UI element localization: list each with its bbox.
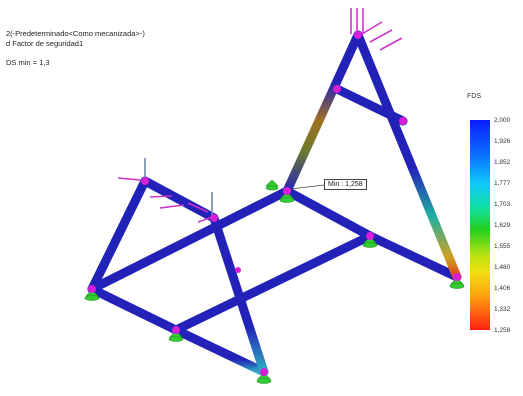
- beam: [87, 284, 181, 335]
- legend-tick-label: 1,258: [494, 327, 511, 334]
- load-arrows: [117, 8, 403, 223]
- beam: [87, 186, 292, 294]
- beam: [353, 30, 462, 282]
- legend-tick-label: 1,777: [494, 180, 511, 187]
- beam: [282, 186, 375, 241]
- legend-tick-label: 1,480: [494, 264, 511, 271]
- legend-tick-label: 1,926: [494, 138, 511, 145]
- beam: [140, 176, 219, 223]
- legend-tick-label: 1,629: [494, 222, 511, 229]
- fds-min: DS min = 1,3: [6, 58, 50, 67]
- legend-title: FDS: [467, 93, 481, 100]
- study-info: 2(-Predeterminado<Como mecanizada>-) d F…: [6, 29, 145, 68]
- legend-tick-label: 1,703: [494, 201, 511, 208]
- probe-leader: [290, 184, 325, 190]
- joints: [88, 31, 461, 376]
- legend-tick-label: 1,332: [494, 306, 511, 313]
- beam: [87, 176, 150, 294]
- beam: [171, 231, 375, 335]
- legend-ticks: 2,000 1,926 1,852 1,777 1,703 1,629 1,555 1,480…: [494, 117, 523, 337]
- beam: [365, 231, 462, 282]
- beam: [209, 213, 269, 377]
- study-name: 2(-Predeterminado<Como mecanizada>-): [6, 29, 145, 38]
- legend-tick-label: 2,000: [494, 117, 511, 124]
- legend-tick-label: 1,555: [494, 243, 511, 250]
- beam: [332, 84, 408, 126]
- min-probe-label: Min : 1,258: [324, 179, 367, 190]
- legend-color-bar: [470, 120, 490, 330]
- beam: [171, 325, 269, 377]
- legend-tick-label: 1,406: [494, 285, 511, 292]
- beam: [282, 30, 363, 196]
- beams: [87, 30, 462, 377]
- plot-name: d Factor de seguridad1: [6, 39, 84, 48]
- legend-tick-label: 1,852: [494, 159, 511, 166]
